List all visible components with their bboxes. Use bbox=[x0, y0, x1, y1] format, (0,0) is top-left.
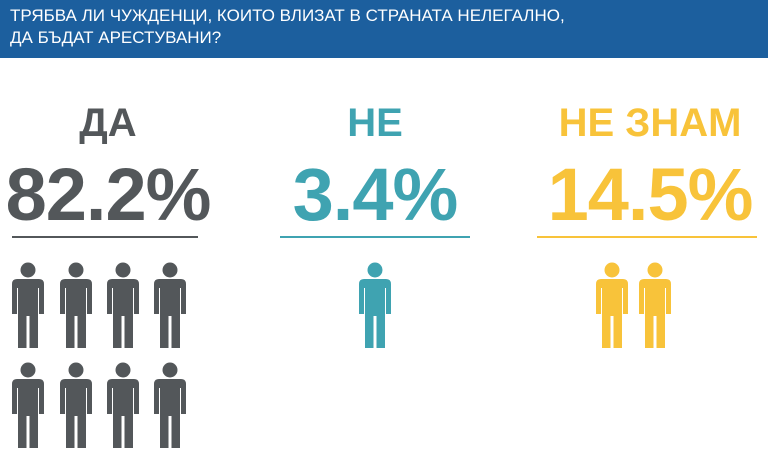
answer-value: 3.4% bbox=[293, 153, 458, 236]
answer-value: 82.2% bbox=[6, 153, 211, 236]
header-bar bbox=[0, 0, 768, 58]
header-title-line: ДА БЪДАТ АРЕСТУВАНИ? bbox=[10, 28, 221, 47]
person-icon bbox=[60, 362, 92, 448]
person-icon bbox=[639, 262, 671, 348]
person-icon bbox=[12, 362, 44, 448]
person-icon bbox=[154, 262, 186, 348]
person-icon bbox=[60, 262, 92, 348]
person-icon bbox=[12, 262, 44, 348]
answer-label: ДА bbox=[79, 101, 136, 145]
person-icon bbox=[596, 262, 628, 348]
person-icon bbox=[359, 262, 391, 348]
answer-label: НЕ bbox=[347, 101, 403, 145]
person-icon bbox=[107, 262, 139, 348]
person-icon bbox=[154, 362, 186, 448]
answer-label: НЕ ЗНАМ bbox=[559, 101, 742, 145]
header-title-line: ТРЯБВА ЛИ ЧУЖДЕНЦИ, КОИТО ВЛИЗАТ В СТРАН… bbox=[10, 6, 565, 25]
person-icon bbox=[107, 362, 139, 448]
answer-value: 14.5% bbox=[548, 153, 753, 236]
